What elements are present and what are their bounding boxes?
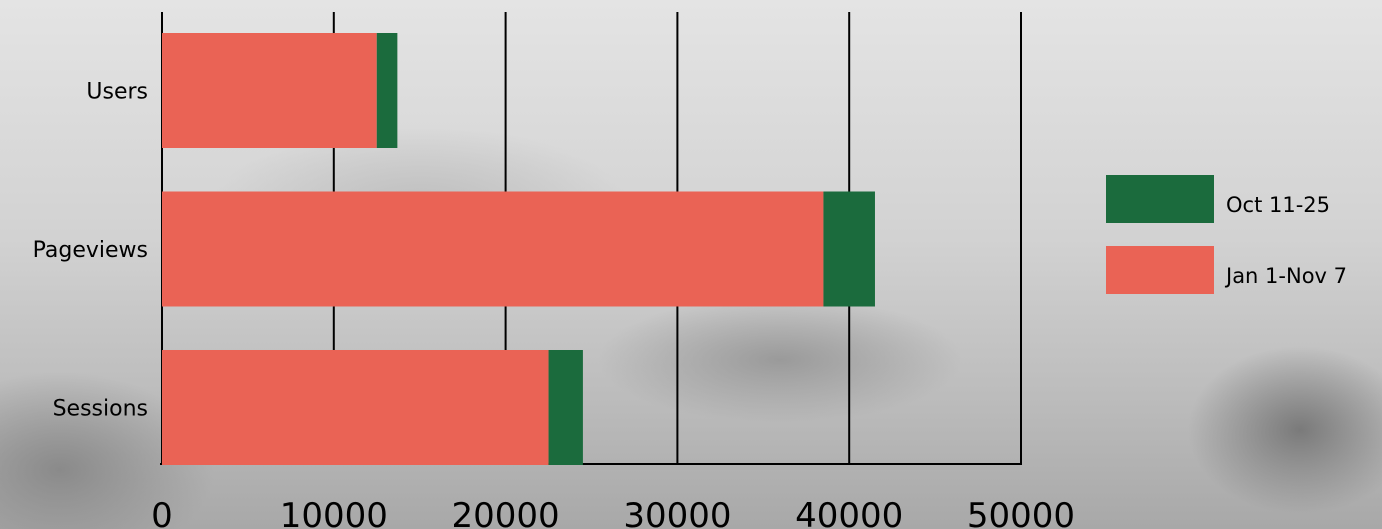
category-label-users: Users <box>86 80 148 105</box>
bar-pageviews-series-0 <box>162 192 823 307</box>
legend-swatch-0 <box>1106 175 1214 223</box>
x-tick-label-0: 0 <box>151 496 173 529</box>
legend: Oct 11-25 Jan 1-Nov 7 <box>1106 175 1347 294</box>
x-tick-label-4: 40000 <box>795 496 903 529</box>
x-tick-label-1: 10000 <box>280 496 388 529</box>
bars <box>162 33 875 465</box>
category-label-pageviews: Pageviews <box>33 238 148 263</box>
x-tick-label-3: 30000 <box>623 496 731 529</box>
legend-label-1: Jan 1-Nov 7 <box>1224 264 1347 288</box>
category-labels: Users Pageviews Sessions <box>33 80 148 422</box>
x-tick-label-5: 50000 <box>967 496 1075 529</box>
bar-users-series-0 <box>162 33 377 148</box>
bar-sessions-series-0 <box>162 350 549 465</box>
bar-sessions-series-1 <box>549 350 583 465</box>
bar-users-series-1 <box>377 33 398 148</box>
legend-label-0: Oct 11-25 <box>1226 193 1330 217</box>
x-tick-label-2: 20000 <box>452 496 560 529</box>
legend-swatch-1 <box>1106 246 1214 294</box>
x-tick-labels: 0 10000 20000 30000 40000 50000 <box>151 496 1075 529</box>
category-label-sessions: Sessions <box>53 397 148 422</box>
bar-pageviews-series-1 <box>823 192 875 307</box>
